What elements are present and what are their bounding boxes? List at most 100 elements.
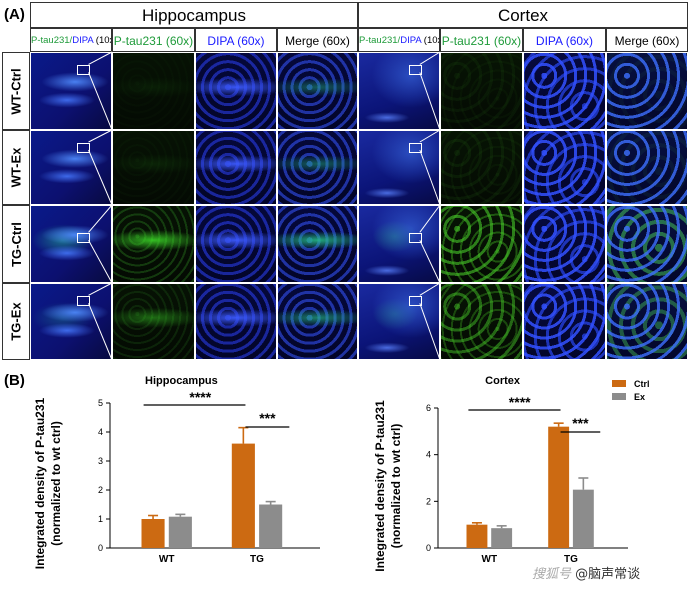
legend-swatch-ctrl — [612, 380, 626, 387]
ptau-micrograph — [440, 205, 523, 283]
y-tick-label: 6 — [426, 403, 431, 413]
row-label-tg-ex: TG-Ex — [2, 283, 30, 360]
x-tick-label: WT — [159, 554, 175, 565]
overview-green-label: P-tau231/ — [359, 35, 401, 46]
row-label-text: WT-Ctrl — [8, 67, 24, 115]
ptau-label: P-tau231 (60x) — [441, 34, 522, 48]
y-tick-label: 1 — [98, 514, 103, 524]
inset-box — [408, 296, 422, 306]
watermark: 搜狐号 @脑声常谈 — [532, 563, 640, 582]
column-header-ptau: P-tau231 (60x) — [440, 28, 523, 52]
y-axis-label-line2: (normalized to wt ctrl) — [389, 424, 403, 549]
dipa-micrograph — [523, 130, 606, 205]
legend: Ctrl Ex — [612, 379, 650, 402]
dipa-micrograph — [195, 130, 277, 205]
overview-green-label: P-tau231/ — [31, 35, 73, 46]
overview-micrograph — [358, 205, 440, 283]
y-tick-label: 3 — [98, 456, 103, 466]
overview-micrograph — [30, 130, 112, 205]
inset-box — [77, 142, 91, 153]
merge-label: Merge (60x) — [614, 34, 680, 48]
legend-swatch-ex — [612, 393, 626, 400]
row-label-wt-ex: WT-Ex — [2, 130, 30, 205]
y-tick-label: 0 — [426, 543, 431, 553]
row-label-text: TG-Ex — [8, 302, 24, 341]
merge-micrograph — [606, 130, 688, 205]
x-tick-label: TG — [564, 554, 578, 565]
bar-ex-tg — [259, 504, 283, 548]
merge-micrograph — [277, 205, 358, 283]
y-tick-label: 4 — [426, 450, 431, 460]
y-axis-label-line1: Integrated density of P-tau231 — [33, 397, 47, 569]
bar-ex-wt — [491, 528, 513, 548]
ptau-micrograph — [112, 283, 195, 360]
dipa-micrograph — [523, 52, 606, 130]
merge-micrograph — [277, 130, 358, 205]
region-title-hippocampus: Hippocampus — [30, 2, 358, 28]
column-header-merge: Merge (60x) — [606, 28, 688, 52]
significance-label: **** — [509, 394, 531, 410]
overview-micrograph — [358, 283, 440, 360]
inset-box — [408, 232, 422, 243]
overview-blue-label: DIPA — [400, 35, 422, 46]
significance-label: *** — [259, 410, 276, 426]
legend-label-ex: Ex — [634, 392, 645, 402]
inset-box — [408, 142, 422, 153]
dipa-micrograph — [195, 52, 277, 130]
y-tick-label: 2 — [426, 496, 431, 506]
merge-micrograph — [277, 283, 358, 360]
overview-mag-label: (10x) — [423, 35, 439, 46]
y-axis-label-line1: Integrated density of P-tau231 — [373, 400, 387, 572]
ptau-micrograph — [440, 130, 523, 205]
legend-label-ctrl: Ctrl — [634, 379, 650, 389]
panel-a-label: (A) — [4, 6, 25, 23]
merge-micrograph — [606, 283, 688, 360]
column-header-overview: P-tau231/DIPA (10x) — [358, 28, 440, 52]
ptau-micrograph — [112, 130, 195, 205]
overview-micrograph — [30, 52, 112, 130]
column-header-merge: Merge (60x) — [277, 28, 358, 52]
row-label-tg-ctrl: TG-Ctrl — [2, 205, 30, 283]
y-tick-label: 5 — [98, 398, 103, 408]
chart-title: Cortex — [485, 375, 521, 387]
watermark-brand: 搜狐号 — [532, 567, 572, 582]
x-tick-label: TG — [250, 554, 264, 565]
column-header-dipa: DIPA (60x) — [523, 28, 606, 52]
row-label-text: TG-Ctrl — [8, 221, 24, 267]
dipa-micrograph — [523, 283, 606, 360]
bar-ex-tg — [572, 489, 594, 548]
row-label-wt-ctrl: WT-Ctrl — [2, 52, 30, 130]
x-tick-label: WT — [482, 554, 498, 565]
bar-ctrl-tg — [231, 443, 255, 548]
significance-label: **** — [189, 389, 211, 405]
bar-ctrl-tg — [548, 426, 570, 548]
inset-box — [77, 232, 91, 243]
ptau-micrograph — [112, 52, 195, 130]
overview-micrograph — [30, 283, 112, 360]
dipa-micrograph — [523, 205, 606, 283]
y-tick-label: 4 — [98, 427, 103, 437]
dipa-label: DIPA (60x) — [535, 34, 594, 48]
inset-box — [77, 296, 91, 306]
ptau-micrograph — [440, 283, 523, 360]
merge-label: Merge (60x) — [285, 34, 350, 48]
inset-box — [408, 65, 422, 76]
y-tick-label: 0 — [98, 543, 103, 553]
overview-micrograph — [358, 130, 440, 205]
significance-label: *** — [572, 415, 589, 431]
panel-b-label: (B) — [4, 372, 25, 389]
watermark-account: @脑声常谈 — [575, 567, 641, 582]
merge-micrograph — [606, 52, 688, 130]
dipa-micrograph — [195, 205, 277, 283]
merge-micrograph — [606, 205, 688, 283]
overview-blue-label: DIPA — [72, 35, 94, 46]
ptau-micrograph — [112, 205, 195, 283]
overview-micrograph — [358, 52, 440, 130]
overview-mag-label: (10x) — [95, 35, 111, 46]
hippocampus-bar-chart: Hippocampus Integrated density of P-tau23… — [33, 375, 320, 569]
dipa-micrograph — [195, 283, 277, 360]
bar-ctrl-wt — [141, 519, 165, 548]
merge-micrograph — [277, 52, 358, 130]
ptau-label: P-tau231 (60x) — [113, 34, 194, 48]
y-tick-label: 2 — [98, 485, 103, 495]
